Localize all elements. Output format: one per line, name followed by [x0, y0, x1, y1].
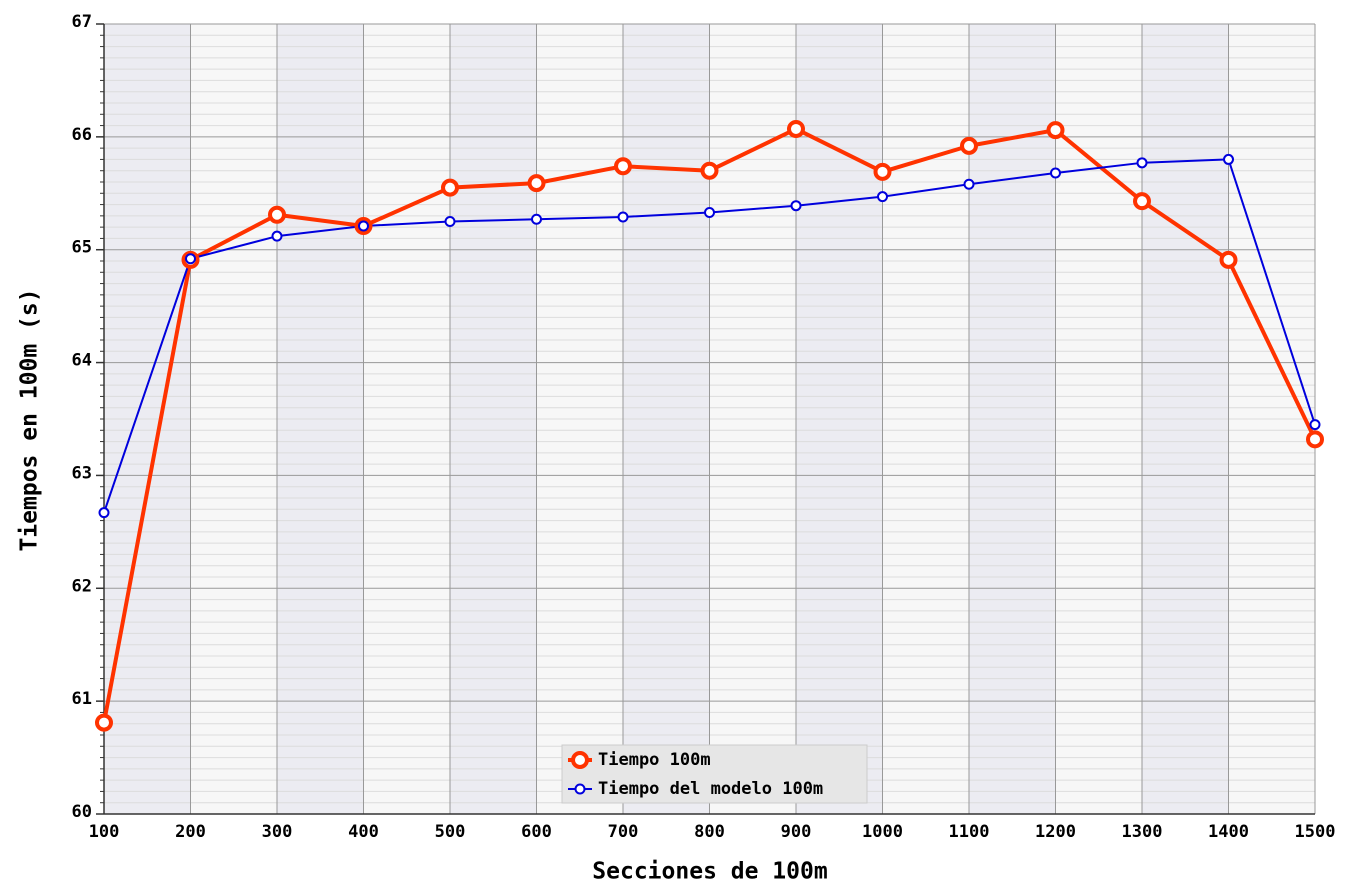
legend-marker [571, 751, 589, 769]
data-point [1133, 192, 1151, 211]
x-tick-label: 1000 [862, 822, 903, 842]
data-point [1219, 250, 1238, 269]
y-tick-label: 60 [72, 802, 92, 822]
data-point [531, 213, 542, 225]
x-tick-label: 100 [89, 822, 120, 842]
data-point [790, 200, 802, 212]
x-tick-label: 1400 [1208, 822, 1249, 842]
x-tick-label: 1100 [949, 822, 990, 842]
data-point [358, 220, 369, 232]
x-tick-label: 300 [262, 822, 293, 842]
grid [96, 23, 1316, 815]
x-tick-label: 200 [175, 822, 206, 842]
data-point [617, 211, 629, 223]
data-point [527, 174, 546, 193]
x-tick-label: 1300 [1122, 822, 1163, 842]
data-point [271, 230, 283, 242]
legend-box [561, 744, 868, 804]
y-tick-label: 65 [72, 238, 92, 258]
data-point [444, 216, 456, 227]
y-tick-label: 64 [72, 351, 92, 371]
x-tick-label: 500 [435, 822, 466, 842]
data-point [873, 162, 892, 181]
legend-label: Tiempo del modelo 100m [598, 779, 823, 799]
legend-marker [574, 783, 586, 795]
series-layer [95, 119, 1324, 732]
y-tick-label: 63 [72, 463, 92, 483]
data-point [963, 178, 975, 190]
x-tick-label: 1200 [1035, 822, 1076, 842]
data-point [1136, 157, 1148, 169]
data-point [1050, 167, 1061, 179]
y-axis-title: Tiempos en 100m (s) [17, 288, 43, 551]
data-point [614, 157, 632, 176]
data-point [1306, 430, 1324, 449]
y-tick-label: 62 [72, 576, 92, 596]
data-point [787, 119, 805, 138]
data-point [441, 178, 459, 197]
data-point [704, 206, 715, 218]
data-point [268, 205, 286, 224]
x-tick-label: 800 [694, 822, 725, 842]
data-point [98, 507, 110, 519]
data-point [95, 713, 113, 732]
x-tick-label: 700 [608, 822, 639, 842]
data-point [185, 253, 196, 265]
data-point [960, 136, 978, 155]
y-tick-label: 61 [72, 689, 92, 709]
y-tick-label: 67 [72, 12, 92, 32]
legend-label: Tiempo 100m [598, 750, 711, 770]
data-point [1223, 153, 1234, 165]
x-tick-label: 1500 [1295, 822, 1336, 842]
legend: Tiempo 100m Tiempo del modelo 100m [561, 744, 868, 804]
data-point [1309, 419, 1321, 431]
x-axis-title: Secciones de 100m [592, 859, 827, 885]
x-tick-label: 900 [781, 822, 812, 842]
x-tick-label: 600 [521, 822, 552, 842]
data-point [700, 161, 719, 180]
x-tick-label: 400 [348, 822, 379, 842]
data-point [877, 191, 888, 203]
y-tick-label: 66 [72, 125, 92, 145]
data-point [1046, 121, 1065, 140]
